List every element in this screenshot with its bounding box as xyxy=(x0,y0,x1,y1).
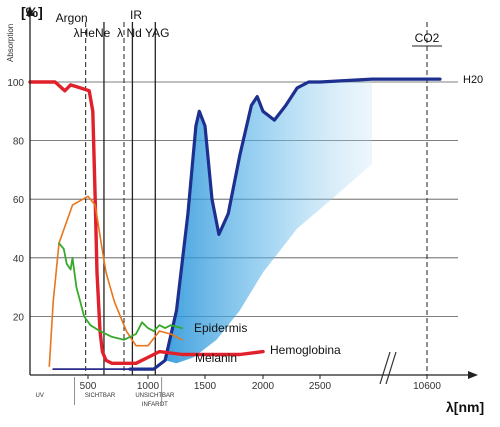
y-axis-label: Absorption xyxy=(6,24,15,62)
x-tick-label: 1000 xyxy=(137,381,160,392)
series-line xyxy=(28,80,265,365)
x-tick-label: 10600 xyxy=(413,381,441,392)
series-lines xyxy=(28,77,442,371)
x-tick-label: 2000 xyxy=(252,381,275,392)
laser-label: λHeNe xyxy=(74,26,111,40)
series-line xyxy=(48,195,183,367)
y-tick-label: 60 xyxy=(13,195,25,206)
y-tick-label: 100 xyxy=(7,78,24,89)
laser-label: Argon xyxy=(56,11,88,25)
series-label: Hemoglobina xyxy=(270,343,341,357)
x-axis-arrow xyxy=(468,371,478,379)
water-absorption-fill xyxy=(165,79,372,364)
y-axis-unit: [%] xyxy=(21,4,43,20)
y-tick-label: 80 xyxy=(13,137,25,148)
x-tick-label: 2500 xyxy=(309,381,332,392)
axis-break xyxy=(379,351,397,385)
x-tick-label: 1500 xyxy=(194,381,217,392)
y-tick-label: 40 xyxy=(13,254,25,265)
water-band-label: H20 xyxy=(463,74,483,86)
x-tick-label: 500 xyxy=(80,381,97,392)
water-absorption-area xyxy=(165,79,372,364)
series-line xyxy=(128,77,442,371)
y-tick-label: 20 xyxy=(13,312,25,323)
region-label: UNSICHTBAR xyxy=(135,393,175,399)
series-label: Melanin xyxy=(195,351,237,365)
laser-label: λ Nd YAG xyxy=(117,26,169,40)
x-axis-label: λ[nm] xyxy=(446,399,484,415)
y-axis-arrow xyxy=(26,6,34,16)
series-line xyxy=(58,242,184,341)
region-label: INFAROT xyxy=(142,402,168,408)
laser-label: IR xyxy=(130,8,142,22)
laser-label: CO2 xyxy=(415,31,440,45)
region-label: UV xyxy=(35,393,43,399)
region-label: SICHTBAR xyxy=(85,393,116,399)
series-label: Epidermis xyxy=(194,321,247,335)
